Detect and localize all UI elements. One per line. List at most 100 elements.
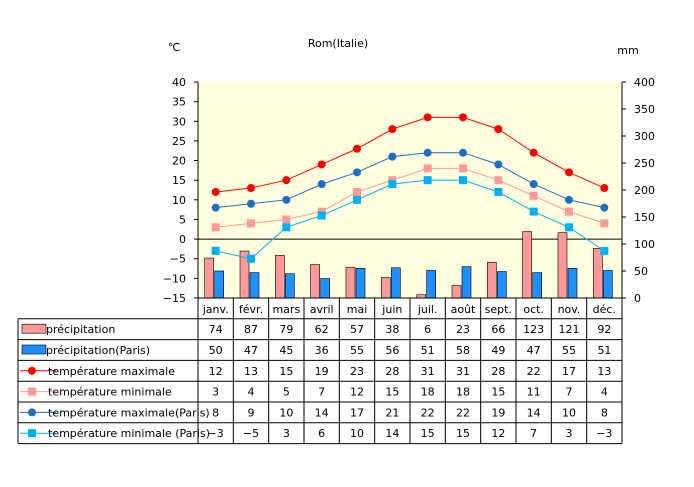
table-value: 10 [350,427,364,440]
data-point [282,195,291,204]
table-value: 3 [566,427,573,440]
data-point [388,180,397,189]
table-value: 6 [318,427,325,440]
table-value: 50 [209,344,223,357]
table-value: 15 [456,427,470,440]
data-point [459,164,467,173]
legend-label: température minimale [48,386,172,399]
table-value: 12 [350,386,364,399]
bar-rome [310,264,320,299]
category-label: sept. [485,303,512,316]
data-point [317,160,326,169]
bar-paris [320,278,330,299]
left-tick-label: 5 [179,213,186,226]
table-value: 6 [424,323,431,336]
data-point [494,187,503,196]
table-value: 23 [350,365,364,378]
table-value: 10 [562,406,576,419]
table-value: 22 [527,365,541,378]
table-value: 18 [456,386,470,399]
table-value: 22 [421,406,435,419]
data-point [317,180,326,189]
table-value: 8 [601,406,608,419]
table-value: 38 [385,323,399,336]
bar-rome [275,255,285,299]
table-value: 57 [350,323,364,336]
series-line-2 [215,152,605,209]
left-tick-label: 20 [172,155,186,168]
category-label: mars [272,303,300,316]
table-value: 13 [244,365,258,378]
table-value: 4 [248,386,255,399]
bar-paris [567,267,578,299]
table-value: −3 [596,427,612,440]
category-label: févr. [239,303,263,316]
legend-label: précipitation [46,323,115,336]
category-label: mai [347,303,368,316]
bar-rome [522,231,532,299]
bar-paris [214,270,224,299]
table-value: −5 [243,427,259,440]
table-value: 45 [279,344,293,357]
table-value: 58 [456,344,470,357]
data-point [565,195,573,204]
table-value: 19 [491,406,505,419]
table-value: 55 [350,344,364,357]
bar-paris [532,272,542,299]
data-point [600,246,609,255]
table-value: 21 [385,406,399,419]
right-tick-label: 200 [634,184,655,197]
category-label: nov. [558,303,581,316]
data-point [600,219,609,228]
table-value: 15 [279,365,293,378]
bar-rome [451,285,462,299]
data-point [211,246,220,255]
table-value: 8 [212,406,219,419]
table-value: 18 [421,386,435,399]
data-point [388,125,397,134]
data-point [529,207,538,216]
table-value: 31 [456,365,470,378]
data-point [565,223,573,232]
left-tick-label: 0 [179,233,186,246]
legend-swatch [21,344,47,355]
data-point [565,168,573,177]
right-tick-label: 50 [634,265,648,278]
legend-marker [28,429,36,438]
table-value: 4 [601,386,608,399]
left-tick-label: 35 [172,96,186,109]
table-value: 28 [491,365,505,378]
table-value: 51 [421,344,435,357]
left-tick-label: −15 [163,292,186,305]
series-line-0 [215,116,605,193]
right-tick-label: 150 [634,211,655,224]
bar-paris [461,266,472,299]
bar-paris [497,271,507,299]
category-label: juil. [417,303,438,316]
data-point [282,215,291,224]
plot-area [198,82,622,298]
right-tick-label: 100 [634,238,655,251]
category-label: oct. [523,303,544,316]
left-axis-unit: ℃ [168,41,180,54]
data-point [494,125,503,134]
right-tick-label: 300 [634,130,655,143]
chart-title: Rom(Italie) [308,37,368,50]
legend-marker [28,366,36,375]
data-point [423,176,432,185]
table-value: 92 [597,323,611,336]
category-label: août [451,303,476,316]
table-value: 28 [385,365,399,378]
data-point [423,113,432,122]
left-tick-label: −5 [170,253,186,266]
bar-rome [204,257,214,299]
bar-rome [345,266,356,299]
data-point [353,144,361,153]
left-tick-label: 15 [172,174,186,187]
bar-rome [487,262,497,299]
data-point [247,184,255,193]
table-value: 14 [315,406,329,419]
data-point [247,254,255,263]
table-value: 22 [456,406,470,419]
